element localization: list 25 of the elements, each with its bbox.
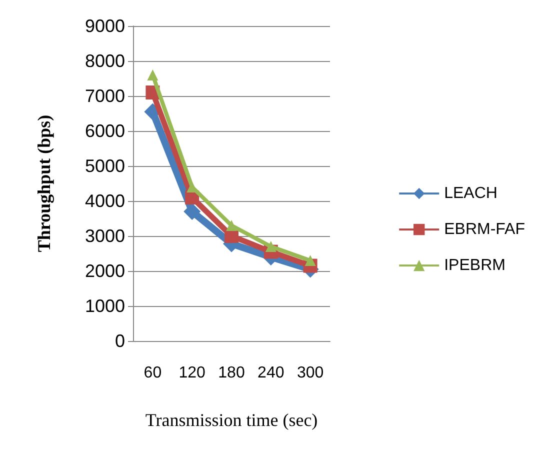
x-tick-label: 120 [178,364,206,382]
legend-label: LEACH [444,185,498,202]
point [184,203,201,220]
y-tick-label: 9000 [84,16,125,36]
point [226,220,237,231]
y-tick-label: 5000 [84,156,125,176]
y-axis-title: Throughput (bps) [34,114,54,252]
x-tick-label: 180 [218,364,245,382]
point [147,70,158,80]
point [304,255,316,266]
legend-label: IPEBRM [444,257,506,274]
x-axis-title: Transmission time (sec) [145,410,318,430]
x-tick-label: 300 [296,364,324,382]
point [265,241,276,252]
y-tick-label: 7000 [84,86,125,106]
legend-label: EBRM-FAF [444,221,526,238]
y-tick-label: 3000 [84,226,125,246]
y-tick-label: 0 [114,331,125,351]
y-tick-label: 4000 [84,191,125,211]
x-tick-label: 60 [144,364,162,382]
y-tick-label: 1000 [84,296,125,316]
y-tick-label: 6000 [84,121,125,141]
x-tick-label: 240 [258,364,284,382]
y-tick-label: 8000 [84,51,125,71]
y-tick-label: 2000 [84,261,125,281]
